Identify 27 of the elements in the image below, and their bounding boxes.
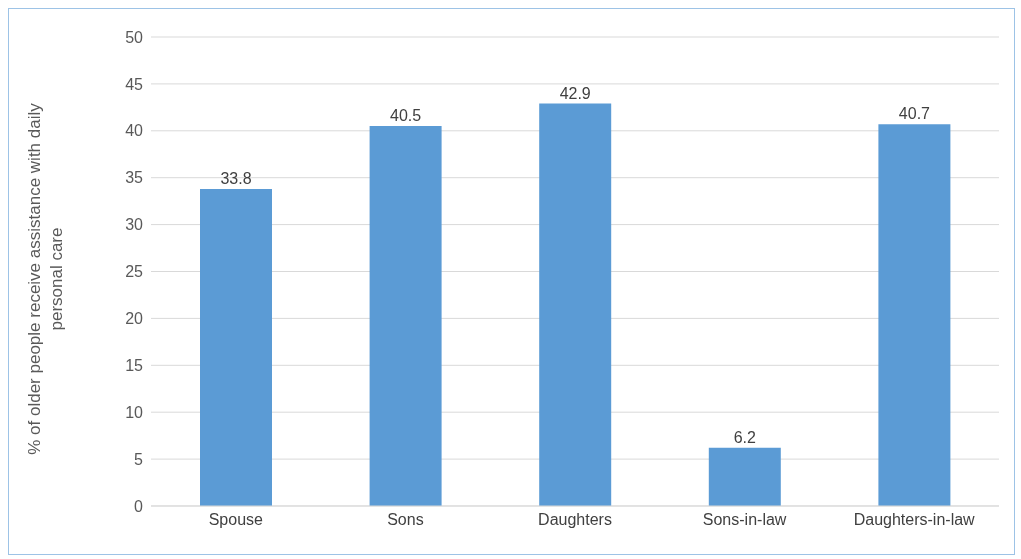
bar	[369, 126, 442, 506]
y-tick-label: 5	[134, 450, 144, 468]
bar	[200, 188, 272, 506]
y-tick-label: 15	[125, 356, 144, 374]
y-tick-label: 50	[125, 28, 144, 46]
bar	[539, 103, 612, 506]
data-label: 40.5	[390, 107, 422, 125]
y-tick-label: 25	[125, 263, 144, 281]
data-label: 40.7	[898, 105, 931, 123]
x-tick-label: Daughters	[538, 511, 612, 529]
y-tick-label: 10	[125, 403, 144, 421]
x-tick-label: Daughters-in-law	[853, 511, 976, 529]
x-tick-label: Sons	[387, 511, 424, 529]
bar	[708, 447, 781, 506]
x-tick-label: Sons-in-law	[702, 511, 787, 529]
x-tick-label: Spouse	[208, 511, 264, 529]
y-axis-title: % of older people receive assistance with daily personal care	[24, 102, 67, 457]
y-tick-label: 45	[125, 75, 144, 93]
data-label: 33.8	[220, 169, 252, 187]
y-tick-label: 0	[134, 497, 144, 515]
y-tick-label: 30	[125, 216, 144, 234]
y-tick-label: 20	[125, 310, 144, 328]
data-label: 42.9	[559, 84, 591, 102]
y-tick-label: 40	[125, 122, 144, 140]
bar	[878, 124, 951, 506]
y-tick-label: 35	[125, 169, 144, 187]
data-label: 6.2	[733, 428, 757, 446]
